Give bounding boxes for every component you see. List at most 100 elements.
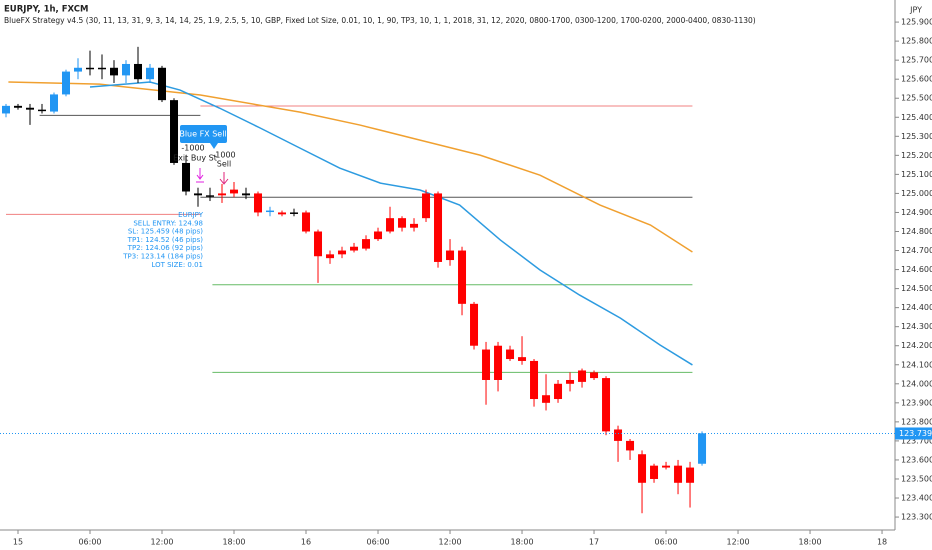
candle-body bbox=[2, 105, 11, 114]
trade-info-line: SL: 125.459 (48 pips) bbox=[128, 228, 203, 236]
candle-body bbox=[350, 246, 359, 251]
candle-body bbox=[194, 193, 203, 196]
trade-info-line: LOT SIZE: 0.01 bbox=[151, 261, 203, 269]
candle-body bbox=[446, 250, 455, 261]
sell-marker bbox=[219, 172, 229, 185]
candle-body bbox=[26, 107, 35, 110]
candle-body bbox=[518, 357, 527, 361]
y-tick-label: 124.500 bbox=[901, 284, 932, 293]
x-tick-label: 18:00 bbox=[510, 538, 533, 547]
candle-body bbox=[62, 71, 71, 95]
y-tick-label: 125.400 bbox=[901, 113, 932, 122]
candle-body bbox=[86, 67, 95, 70]
y-tick-label: 124.700 bbox=[901, 246, 932, 255]
candle-body bbox=[470, 303, 479, 346]
candle-body bbox=[38, 109, 47, 112]
y-tick-label: 125.900 bbox=[901, 18, 932, 27]
candle-body bbox=[674, 465, 683, 483]
candle-body bbox=[398, 218, 407, 228]
y-tick-label: 123.600 bbox=[901, 455, 932, 464]
y-tick-label: 123.700 bbox=[901, 436, 932, 445]
trade-info-line: SELL ENTRY: 124.98 bbox=[133, 219, 203, 227]
x-tick-label: 17 bbox=[589, 538, 599, 547]
y-tick-label: 123.800 bbox=[901, 417, 932, 426]
y-tick-label: 124.200 bbox=[901, 341, 932, 350]
candle-body bbox=[602, 378, 611, 432]
candle-body bbox=[206, 195, 215, 197]
x-tick-label: 12:00 bbox=[727, 538, 750, 547]
candle-body bbox=[686, 467, 695, 483]
candle-body bbox=[50, 94, 59, 112]
y-tick-label: 125.100 bbox=[901, 170, 932, 179]
candle-body bbox=[218, 193, 227, 196]
candle-body bbox=[362, 239, 371, 249]
x-tick-label: 15 bbox=[13, 538, 23, 547]
trade-info-line: EURJPY bbox=[178, 211, 204, 219]
x-tick-label: 12:00 bbox=[150, 538, 173, 547]
y-tick-label: 124.100 bbox=[901, 360, 932, 369]
axis-unit: JPY bbox=[909, 6, 922, 15]
candle-body bbox=[122, 63, 131, 76]
candle-body bbox=[170, 100, 179, 163]
y-tick-label: 124.600 bbox=[901, 265, 932, 274]
candle-body bbox=[458, 250, 467, 304]
x-tick-label: 16 bbox=[301, 538, 311, 547]
x-tick-label: 06:00 bbox=[78, 538, 101, 547]
candle-body bbox=[290, 212, 299, 214]
candle-body bbox=[542, 395, 551, 403]
x-tick-label: 06:00 bbox=[366, 538, 389, 547]
x-tick-label: 18:00 bbox=[222, 538, 245, 547]
candle-body bbox=[638, 454, 647, 483]
candle-body bbox=[698, 433, 707, 464]
y-tick-label: 124.300 bbox=[901, 322, 932, 331]
candle-body bbox=[230, 189, 239, 194]
candle-body bbox=[314, 231, 323, 257]
candle-body bbox=[482, 349, 491, 380]
y-tick-label: 124.800 bbox=[901, 227, 932, 236]
signal-box bbox=[180, 125, 227, 143]
x-tick-label: 18:00 bbox=[799, 538, 822, 547]
trade-info-line: TP2: 124.06 (92 pips) bbox=[127, 244, 204, 252]
y-tick-label: 125.800 bbox=[901, 37, 932, 46]
annotation: Sell bbox=[217, 160, 231, 169]
x-tick-label: 12:00 bbox=[438, 538, 461, 547]
candle-body bbox=[614, 429, 623, 441]
candle-body bbox=[338, 250, 347, 255]
candle-body bbox=[182, 162, 191, 192]
last-price-box bbox=[895, 427, 932, 440]
candle-body bbox=[242, 193, 251, 196]
candle-body bbox=[422, 193, 431, 219]
annotation: -1000 bbox=[212, 151, 235, 160]
candle-body bbox=[158, 67, 167, 101]
y-tick-label: 125.000 bbox=[901, 189, 932, 198]
y-tick-label: 123.500 bbox=[901, 474, 932, 483]
moving-average bbox=[8, 81, 693, 253]
candle-body bbox=[626, 440, 635, 451]
last-price-label: 123.739 bbox=[899, 429, 932, 438]
plot bbox=[2, 46, 707, 514]
y-tick-label: 124.900 bbox=[901, 208, 932, 217]
candle-body bbox=[302, 212, 311, 232]
y-tick-label: 125.200 bbox=[901, 151, 932, 160]
candle-body bbox=[566, 379, 575, 384]
candle-body bbox=[14, 105, 23, 108]
trade-info-line: TP1: 124.52 (46 pips) bbox=[127, 236, 204, 244]
y-tick-label: 124.400 bbox=[901, 303, 932, 312]
candle-body bbox=[374, 231, 383, 240]
candle-body bbox=[134, 63, 143, 80]
candle-body bbox=[578, 370, 587, 382]
annotation: -1000 bbox=[181, 144, 204, 153]
chart-title: EURJPY, 1h, FXCM bbox=[4, 5, 89, 15]
candle-body bbox=[434, 193, 443, 262]
y-tick-label: 123.300 bbox=[901, 513, 932, 522]
y-tick-label: 125.300 bbox=[901, 132, 932, 141]
x-tick-label: 06:00 bbox=[654, 538, 677, 547]
trade-info-line: TP3: 123.14 (184 pips) bbox=[122, 253, 203, 261]
candle-body bbox=[110, 67, 119, 76]
y-tick-label: 125.500 bbox=[901, 94, 932, 103]
x-tick-label: 18 bbox=[877, 538, 887, 547]
y-tick-label: 125.700 bbox=[901, 56, 932, 65]
candle-body bbox=[254, 193, 263, 213]
candle-body bbox=[266, 210, 275, 213]
candle-body bbox=[146, 67, 155, 80]
